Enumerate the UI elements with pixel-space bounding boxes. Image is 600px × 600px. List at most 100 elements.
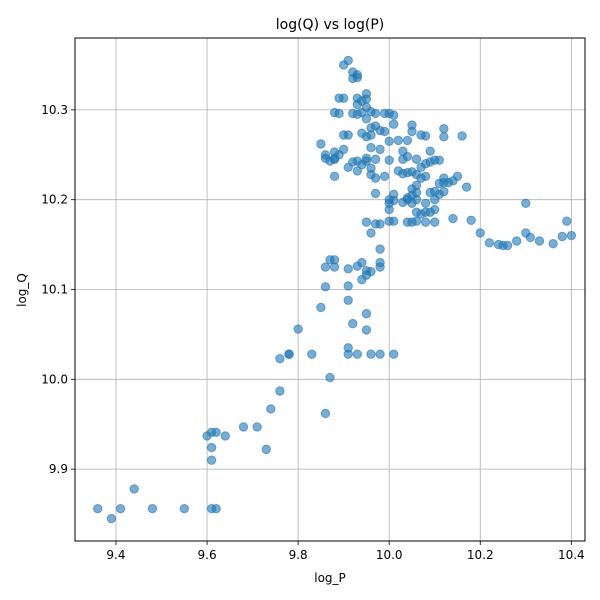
data-point [562, 216, 572, 226]
data-point [566, 230, 577, 241]
data-point [420, 171, 431, 182]
data-point [211, 503, 221, 514]
data-point [370, 188, 381, 199]
data-point [366, 349, 376, 359]
data-points [93, 55, 577, 524]
data-point [434, 155, 444, 165]
y-axis-label: log_Q [15, 273, 29, 307]
data-point [411, 187, 422, 198]
data-point [343, 349, 353, 359]
data-point [502, 240, 513, 251]
data-point [366, 266, 376, 277]
data-point [466, 215, 476, 226]
data-point [93, 503, 103, 514]
data-point [206, 442, 217, 453]
data-point [375, 144, 385, 155]
data-point [343, 130, 353, 140]
data-point [375, 349, 385, 359]
x-tick-label: 9.4 [106, 548, 125, 562]
data-point [329, 255, 340, 265]
data-point [352, 166, 363, 176]
data-point [320, 282, 331, 292]
data-point [261, 444, 271, 455]
data-point [398, 146, 408, 156]
data-point [206, 455, 217, 465]
data-point [389, 216, 399, 226]
data-point [420, 217, 431, 227]
data-point [284, 349, 294, 359]
data-point [439, 186, 449, 197]
data-point [238, 422, 249, 432]
data-point [525, 232, 536, 243]
data-point [430, 204, 440, 215]
data-point [425, 146, 435, 156]
x-tick-label: 10.2 [467, 548, 494, 562]
data-point [329, 171, 340, 182]
data-point [266, 404, 276, 414]
data-point [452, 171, 463, 182]
data-point [352, 349, 363, 359]
data-point [352, 99, 363, 110]
y-tick-label: 10.3 [41, 103, 68, 117]
data-point [375, 244, 385, 254]
y-tick-label: 10.0 [41, 372, 68, 386]
data-point [475, 228, 485, 238]
data-point [534, 236, 545, 246]
data-point [389, 119, 399, 129]
data-point [329, 107, 340, 118]
y-tick-label: 9.9 [49, 462, 68, 476]
grid [75, 38, 585, 541]
data-point [557, 231, 567, 242]
x-tick-label: 10.0 [376, 548, 403, 562]
data-point [407, 120, 417, 130]
data-point [379, 171, 390, 182]
data-point [407, 167, 417, 177]
data-point [129, 484, 139, 494]
chart-title: log(Q) vs log(P) [276, 17, 384, 33]
x-tick-label: 9.8 [289, 548, 308, 562]
data-point [384, 194, 394, 205]
data-point [521, 198, 531, 208]
y-axis: 9.9 10.0 10.1 10.2 10.3 [41, 103, 75, 476]
data-point [211, 427, 221, 438]
data-point [316, 302, 326, 313]
data-point [352, 156, 363, 166]
data-point [411, 154, 422, 164]
data-point [293, 324, 303, 334]
data-point [548, 238, 558, 249]
data-point [384, 136, 394, 146]
data-point [179, 503, 189, 514]
data-point [379, 108, 390, 119]
data-point [398, 154, 408, 164]
data-point [370, 121, 381, 131]
data-point [357, 257, 367, 268]
data-point [375, 219, 385, 229]
data-point [366, 228, 376, 238]
data-point [370, 154, 381, 164]
data-point [320, 150, 331, 160]
data-point [484, 238, 495, 248]
x-tick-label: 10.4 [558, 548, 585, 562]
data-point [275, 386, 285, 396]
x-tick-label: 9.6 [198, 548, 217, 562]
data-point [379, 126, 390, 137]
data-point [115, 503, 126, 514]
data-point [320, 262, 331, 272]
y-tick-label: 10.2 [41, 193, 68, 207]
data-point [375, 262, 385, 272]
data-point [252, 422, 262, 432]
x-axis-label: log_P [314, 571, 346, 585]
data-point [439, 132, 449, 142]
data-point [361, 309, 372, 319]
data-point [361, 156, 372, 166]
data-point [361, 114, 372, 124]
data-point [220, 431, 230, 441]
data-point [343, 55, 353, 66]
data-point [147, 503, 158, 514]
data-point [402, 135, 413, 146]
data-point [420, 198, 431, 208]
data-point [402, 193, 413, 203]
y-tick-label: 10.1 [41, 283, 68, 297]
